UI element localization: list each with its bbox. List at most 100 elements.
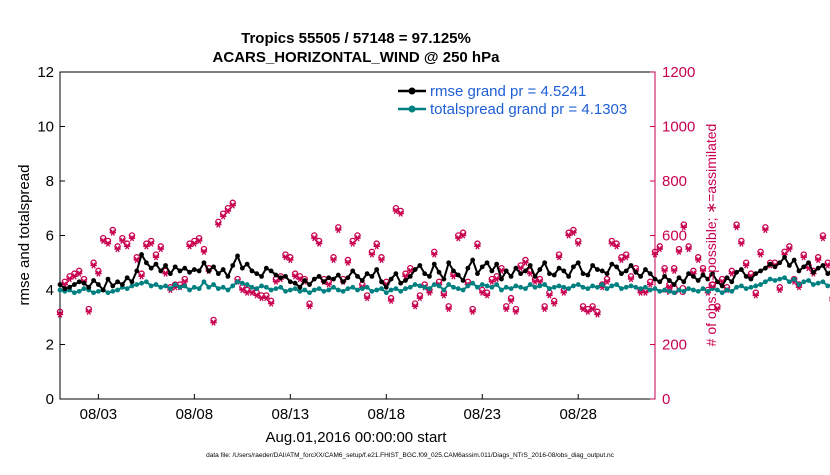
rmse-point bbox=[470, 258, 475, 263]
rmse-point bbox=[600, 269, 605, 274]
totalspread-point bbox=[681, 289, 686, 294]
totalspread-point bbox=[331, 285, 336, 290]
totalspread-point bbox=[451, 285, 456, 290]
rmse-point bbox=[648, 271, 653, 276]
totalspread-point bbox=[797, 282, 802, 287]
rmse-point bbox=[734, 270, 739, 275]
left-tick-label: 10 bbox=[37, 119, 54, 136]
totalspread-point bbox=[192, 285, 197, 290]
totalspread-point bbox=[240, 281, 245, 286]
rmse-point bbox=[816, 266, 821, 271]
rmse-point bbox=[154, 262, 159, 267]
rmse-point bbox=[173, 264, 178, 269]
x-tick-label: 08/03 bbox=[80, 406, 118, 423]
chart-title-line1: Tropics 55505 / 57148 = 97.125% bbox=[241, 30, 471, 47]
totalspread-point bbox=[777, 277, 782, 282]
rmse-point bbox=[72, 282, 77, 287]
totalspread-point bbox=[465, 284, 470, 289]
totalspread-point bbox=[360, 286, 365, 291]
rmse-point bbox=[298, 285, 303, 290]
rmse-point bbox=[557, 266, 562, 271]
totalspread-point bbox=[509, 286, 514, 291]
legend-rmse-label: rmse grand pr = 4.5241 bbox=[430, 83, 586, 100]
totalspread-point bbox=[542, 282, 547, 287]
rmse-point bbox=[638, 274, 643, 279]
rmse-point bbox=[322, 279, 327, 284]
totalspread-point bbox=[533, 285, 538, 290]
right-tick-label: 800 bbox=[662, 173, 687, 190]
right-tick-label: 600 bbox=[662, 228, 687, 245]
rmse-point bbox=[274, 273, 279, 278]
totalspread-point bbox=[437, 284, 442, 289]
rmse-point bbox=[446, 260, 451, 265]
rmse-point bbox=[595, 267, 600, 272]
totalspread-point bbox=[446, 282, 451, 287]
rmse-point bbox=[317, 274, 322, 279]
totalspread-point bbox=[614, 282, 619, 287]
totalspread-point bbox=[168, 286, 173, 291]
totalspread-point bbox=[720, 290, 725, 295]
totalspread-point bbox=[768, 277, 773, 282]
rmse-point bbox=[427, 274, 432, 279]
rmse-point bbox=[576, 260, 581, 265]
totalspread-point bbox=[269, 288, 274, 293]
rmse-point bbox=[417, 263, 422, 268]
totalspread-point bbox=[590, 284, 595, 289]
totalspread-point bbox=[264, 285, 269, 290]
rmse-point bbox=[384, 285, 389, 290]
rmse-point bbox=[821, 263, 826, 268]
totalspread-point bbox=[773, 278, 778, 283]
totalspread-point bbox=[173, 282, 178, 287]
legend-spread-marker bbox=[409, 106, 416, 113]
totalspread-point bbox=[629, 284, 634, 289]
rmse-point bbox=[537, 267, 542, 272]
totalspread-point bbox=[566, 286, 571, 291]
rmse-point bbox=[307, 282, 312, 287]
totalspread-point bbox=[537, 284, 542, 289]
rmse-point bbox=[259, 274, 264, 279]
totalspread-point bbox=[561, 285, 566, 290]
rmse-point bbox=[374, 267, 379, 272]
totalspread-point bbox=[341, 289, 346, 294]
rmse-point bbox=[787, 263, 792, 268]
totalspread-point bbox=[427, 286, 432, 291]
totalspread-point bbox=[139, 281, 144, 286]
rmse-point bbox=[499, 277, 504, 282]
totalspread-point bbox=[657, 289, 662, 294]
totalspread-point bbox=[787, 279, 792, 284]
rmse-point bbox=[797, 269, 802, 274]
rmse-point bbox=[422, 271, 427, 276]
rmse-point bbox=[130, 279, 135, 284]
rmse-point bbox=[221, 267, 226, 272]
rmse-point bbox=[806, 260, 811, 265]
right-axis: 020040060080010001200 bbox=[650, 64, 695, 408]
rmse-point bbox=[485, 260, 490, 265]
rmse-point bbox=[144, 260, 149, 265]
rmse-point bbox=[389, 277, 394, 282]
rmse-point bbox=[763, 266, 768, 271]
totalspread-point bbox=[686, 286, 691, 291]
totalspread-point bbox=[677, 288, 682, 293]
rmse-point bbox=[182, 266, 187, 271]
rmse-point bbox=[662, 274, 667, 279]
totalspread-point bbox=[811, 282, 816, 287]
totalspread-point bbox=[638, 286, 643, 291]
rmse-point bbox=[230, 263, 235, 268]
totalspread-point bbox=[91, 290, 96, 295]
totalspread-point bbox=[250, 285, 255, 290]
rmse-point bbox=[110, 284, 115, 289]
totalspread-point bbox=[298, 289, 303, 294]
totalspread-point bbox=[609, 284, 614, 289]
totalspread-point bbox=[821, 279, 826, 284]
rmse-point bbox=[461, 278, 466, 283]
rmse-point bbox=[206, 269, 211, 274]
totalspread-point bbox=[202, 279, 207, 284]
rmse-point bbox=[542, 260, 547, 265]
rmse-point bbox=[657, 279, 662, 284]
totalspread-point bbox=[106, 290, 111, 295]
totalspread-point bbox=[403, 286, 408, 291]
totalspread-point bbox=[432, 282, 437, 287]
x-tick-label: 08/13 bbox=[272, 406, 310, 423]
rmse-point bbox=[643, 267, 648, 272]
x-axis-label: Aug.01,2016 00:00:00 start bbox=[266, 429, 448, 446]
